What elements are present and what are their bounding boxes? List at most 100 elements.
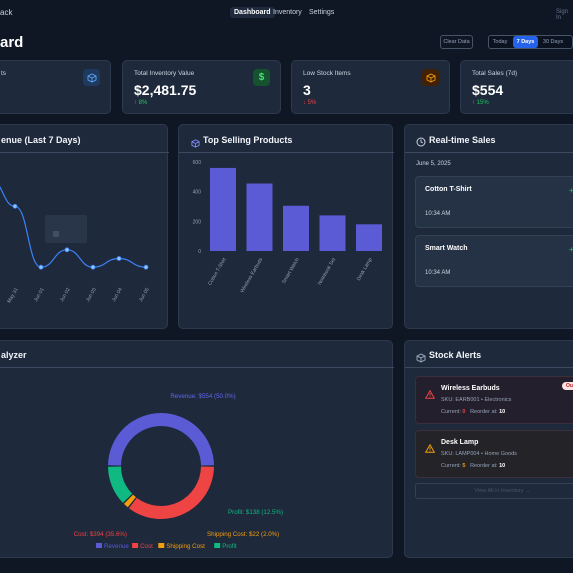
stock-alert-item[interactable]: Wireless Earbuds SKU: EARB001 • Electron… bbox=[415, 376, 573, 424]
divider bbox=[405, 152, 573, 153]
legend-swatch bbox=[132, 543, 139, 548]
divider bbox=[0, 367, 394, 368]
stat-label: Low Stock Items bbox=[303, 70, 351, 77]
sale-time: 10:34 AM bbox=[425, 270, 451, 276]
analyzer-panel: alyzer Revenue: $554 (50.0%) Cost: $394 (… bbox=[0, 340, 394, 558]
clock-icon bbox=[416, 134, 426, 152]
cube-icon bbox=[83, 69, 100, 86]
divider bbox=[179, 152, 394, 153]
donut-slice bbox=[123, 494, 136, 508]
box-icon bbox=[422, 69, 439, 86]
box-icon bbox=[416, 350, 426, 368]
slice-label: Cost: $394 (35.6%) bbox=[74, 531, 127, 538]
profit-donut-chart: Revenue: $554 (50.0%) Cost: $394 (35.6%) S… bbox=[74, 393, 283, 550]
panel-title: Top Selling Products bbox=[203, 135, 293, 145]
bar bbox=[210, 167, 236, 251]
legend-swatch bbox=[214, 543, 221, 548]
data-point bbox=[116, 256, 122, 261]
range-today-button[interactable]: Today bbox=[492, 39, 508, 45]
panel-title: Real-time Sales bbox=[429, 135, 496, 145]
divider bbox=[405, 367, 573, 368]
warning-icon bbox=[424, 440, 436, 458]
stat-label: ts bbox=[1, 70, 7, 77]
stat-card-low-stock: Low Stock Items 3 ↓ 5% bbox=[291, 60, 450, 114]
slice-label: Revenue: $554 (50.0%) bbox=[170, 393, 235, 400]
sale-product: Cotton T-Shirt bbox=[425, 186, 472, 193]
stat-value: $554 bbox=[472, 82, 504, 98]
range-30days-button[interactable]: 30 Days bbox=[542, 39, 564, 45]
range-7days-button[interactable]: 7 Days bbox=[513, 36, 538, 48]
y-tick-label: 200 bbox=[193, 219, 202, 225]
revenue-line-chart: May 31 Jun 01 Jun 02 Jun 03 Jun 04 Jun 05 bbox=[0, 186, 151, 304]
dollar-icon: $ bbox=[253, 69, 270, 86]
x-tick-label: Jun 04 bbox=[111, 287, 124, 303]
stock-alert-item[interactable]: Desk Lamp SKU: LAMP004 • Home Goods Curr… bbox=[415, 430, 573, 478]
top-products-bar-chart: 0 200 400 600 Cotton T-Shirt Wireless Earbuds… bbox=[193, 160, 382, 294]
x-tick-label: May 31 bbox=[6, 287, 20, 304]
donut-slice bbox=[108, 413, 214, 466]
tab-inventory[interactable]: Inventory bbox=[273, 9, 302, 16]
alert-product: Desk Lamp bbox=[441, 439, 479, 446]
alert-sku: SKU: LAMP004 • Home Goods bbox=[441, 451, 517, 457]
data-point bbox=[143, 264, 149, 270]
top-products-panel: Top Selling Products 0 200 400 600 Cotton T-… bbox=[178, 124, 394, 329]
stat-value: $2,481.75 bbox=[134, 82, 197, 98]
bar bbox=[283, 205, 309, 251]
x-tick-label: Jun 02 bbox=[59, 287, 72, 303]
clear-data-button[interactable]: Clear Data bbox=[440, 35, 473, 49]
x-tick-label: Notebook Set bbox=[317, 256, 338, 286]
bar bbox=[356, 224, 382, 251]
data-point bbox=[12, 203, 18, 209]
x-tick-label: Jun 05 bbox=[138, 287, 151, 303]
alert-sku: SKU: EARB001 • Electronics bbox=[441, 397, 512, 403]
donut-slice bbox=[108, 466, 133, 503]
stat-label: Total Sales (7d) bbox=[472, 70, 518, 77]
data-point bbox=[90, 264, 96, 270]
out-of-stock-badge: Ou bbox=[562, 382, 573, 390]
legend-swatch bbox=[96, 543, 102, 548]
y-tick-label: 600 bbox=[193, 160, 202, 166]
panel-title: alyzer bbox=[1, 350, 27, 360]
donut-slice bbox=[128, 466, 214, 519]
alert-current: Current: 0 Reorder at: 10 bbox=[441, 409, 506, 415]
slice-label: Profit: $138 (12.5%) bbox=[228, 509, 283, 516]
stat-value: 3 bbox=[303, 82, 311, 98]
stat-card-inventory-value: Total Inventory Value $2,481.75 ↑ 8% $ bbox=[122, 60, 281, 114]
panel-title: Stock Alerts bbox=[429, 350, 482, 360]
alert-current: Current: 5 Reorder at: 10 bbox=[441, 463, 506, 469]
legend-label: Profit bbox=[222, 543, 237, 550]
hover-marker bbox=[53, 231, 59, 237]
sale-item[interactable]: Cotton T-Shirt 10:34 AM + bbox=[415, 176, 573, 228]
plus-icon: + bbox=[569, 186, 573, 195]
x-tick-label: Cotton T-Shirt bbox=[207, 256, 228, 286]
slice-label: Shipping Cost: $22 (2.0%) bbox=[207, 531, 279, 538]
legend-swatch bbox=[158, 543, 165, 548]
sign-in-link[interactable]: Sign In bbox=[556, 9, 569, 21]
data-point bbox=[38, 264, 44, 270]
stock-alerts-panel: Stock Alerts Wireless Earbuds SKU: EARB0… bbox=[404, 340, 573, 558]
page-title: ard bbox=[0, 34, 24, 51]
plus-icon: + bbox=[569, 245, 573, 254]
stat-label: Total Inventory Value bbox=[134, 70, 195, 77]
y-tick-label: 0 bbox=[198, 249, 201, 255]
tab-dashboard[interactable]: Dashboard bbox=[230, 7, 275, 18]
legend-label: Shipping Cost bbox=[166, 543, 205, 550]
sale-item[interactable]: Smart Watch 10:34 AM + bbox=[415, 235, 573, 287]
stat-card-total-sales: Total Sales (7d) $554 ↑ 15% bbox=[460, 60, 573, 114]
sales-date: June 5, 2025 bbox=[416, 161, 451, 167]
stat-trend: ↑ 15% bbox=[472, 100, 489, 106]
panel-title: enue (Last 7 Days) bbox=[1, 135, 81, 145]
divider bbox=[0, 152, 169, 153]
bar bbox=[246, 183, 273, 251]
view-all-inventory-button[interactable]: View All in Inventory → bbox=[415, 483, 573, 499]
warning-icon bbox=[424, 386, 436, 404]
legend-label: Cost bbox=[140, 543, 153, 550]
bar bbox=[319, 215, 346, 251]
x-tick-label: Jun 03 bbox=[85, 287, 98, 303]
alert-product: Wireless Earbuds bbox=[441, 385, 500, 392]
x-tick-label: Desk Lamp bbox=[356, 257, 374, 282]
x-tick-label: Smart Watch bbox=[281, 257, 301, 285]
stat-trend: ↓ 5% bbox=[303, 100, 317, 106]
tab-settings[interactable]: Settings bbox=[309, 9, 335, 16]
revenue-panel: enue (Last 7 Days) May 31 Jun 01 Jun 02 Jun… bbox=[0, 124, 169, 329]
